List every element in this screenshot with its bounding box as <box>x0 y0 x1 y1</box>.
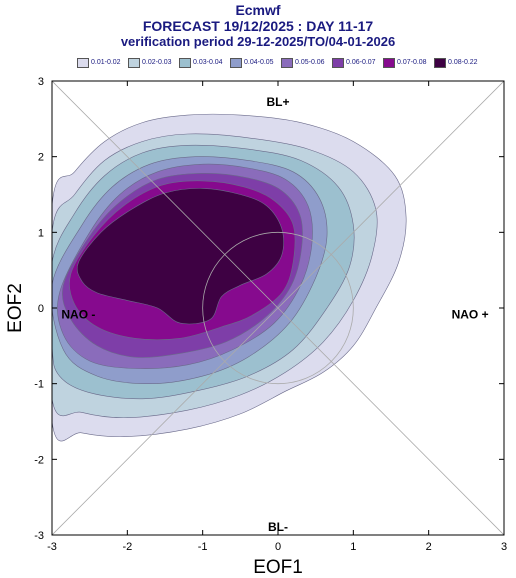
x-tick-label: 3 <box>501 541 507 553</box>
legend-label: 0.08-0.22 <box>448 59 478 66</box>
regime-label-bl-plus: BL+ <box>266 95 289 109</box>
chart-title-block: Ecmwf FORECAST 19/12/2025 : DAY 11-17 ve… <box>0 2 516 50</box>
legend-item: 0.01-0.02 <box>75 57 126 69</box>
legend-item: 0.03-0.04 <box>177 57 228 69</box>
contour-level-0.08-0.22 <box>76 188 284 325</box>
x-tick-label: 2 <box>426 541 432 553</box>
legend-label: 0.05-0.06 <box>295 59 325 66</box>
legend-label: 0.06-0.07 <box>346 59 376 66</box>
legend-swatch <box>383 58 395 68</box>
x-tick-label: 1 <box>350 541 356 553</box>
legend-swatch <box>128 58 140 68</box>
chart-subtitle-forecast: FORECAST 19/12/2025 : DAY 11-17 <box>142 18 374 34</box>
chart-subtitle-period: verification period 29-12-2025/TO/04-01-… <box>120 34 396 49</box>
regime-label-nao-plus: NAO + <box>452 308 489 322</box>
legend-label: 0.01-0.02 <box>91 59 121 66</box>
y-tick-label: -2 <box>34 454 44 466</box>
diagonal-line <box>52 81 504 535</box>
legend-item: 0.05-0.06 <box>279 57 330 69</box>
chart-title: Ecmwf <box>235 2 281 18</box>
legend-label: 0.04-0.05 <box>244 59 274 66</box>
legend-item: 0.08-0.22 <box>432 57 483 69</box>
y-tick-label: -1 <box>34 379 44 391</box>
legend-swatch <box>230 58 242 68</box>
regime-label-bl-minus: BL- <box>268 520 288 534</box>
legend-item: 0.07-0.08 <box>381 57 432 69</box>
legend: 0.01-0.02 0.02-0.03 0.03-0.04 0.04-0.05 0.05… <box>75 57 483 69</box>
x-axis-title: EOF1 <box>253 557 303 578</box>
y-axis-title: EOF2 <box>5 283 26 333</box>
x-tick-label: 0 <box>275 541 281 553</box>
reference-circle <box>202 231 354 385</box>
legend-swatch <box>179 58 191 68</box>
y-tick-label: 2 <box>38 152 44 164</box>
legend-item: 0.06-0.07 <box>330 57 381 69</box>
y-tick-label: 3 <box>38 76 44 88</box>
legend-item: 0.04-0.05 <box>228 57 279 69</box>
regime-label-nao-minus: NAO - <box>61 308 95 322</box>
y-tick-label: -3 <box>34 530 44 542</box>
legend-label: 0.03-0.04 <box>193 59 223 66</box>
legend-item: 0.02-0.03 <box>126 57 177 69</box>
x-tick-label: -3 <box>47 541 57 553</box>
legend-swatch <box>332 58 344 68</box>
legend-label: 0.07-0.08 <box>397 59 427 66</box>
legend-swatch <box>281 58 293 68</box>
y-tick-label: 1 <box>38 227 44 239</box>
legend-swatch <box>434 58 446 68</box>
legend-swatch <box>77 58 89 68</box>
legend-label: 0.02-0.03 <box>142 59 172 66</box>
x-tick-label: -2 <box>122 541 132 553</box>
y-tick-label: 0 <box>38 303 44 315</box>
x-tick-label: -1 <box>198 541 208 553</box>
